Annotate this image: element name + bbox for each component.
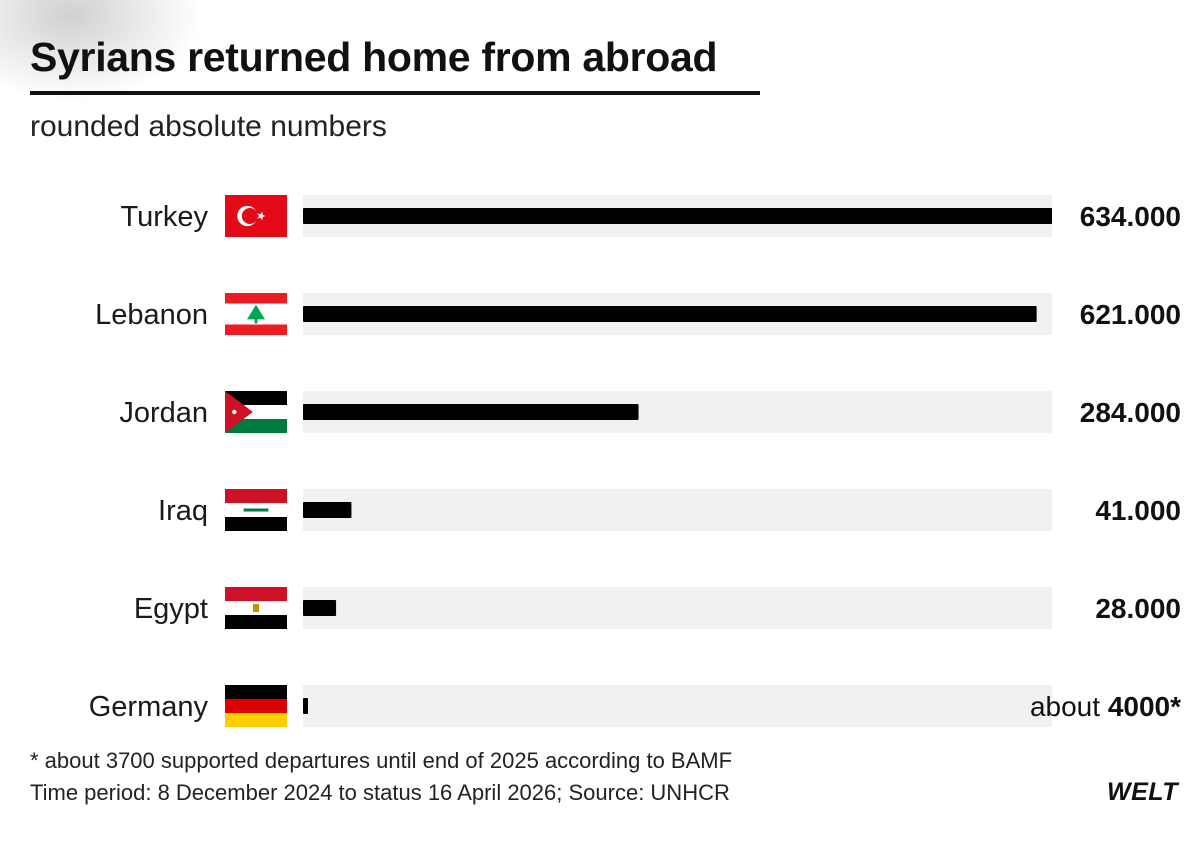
category-label: Turkey [120,201,208,233]
chart-subtitle: rounded absolute numbers [30,110,387,143]
bar-row-jordan: Jordan 284.000 [119,391,1181,433]
value-label: 621.000 [1080,299,1181,330]
flag-egypt-icon [225,587,287,629]
bar-track [303,685,1052,727]
bar-row-iraq: Iraq 41.000 [158,489,1181,531]
bar [303,502,352,518]
bar [303,404,639,420]
bar-row-lebanon: Lebanon 621.000 [95,293,1181,335]
bar [303,600,337,616]
value-label: 28.000 [1095,593,1181,624]
footnote-note: * about 3700 supported departures until … [30,748,733,773]
footnote-source: Time period: 8 December 2024 to status 1… [30,780,730,805]
category-label: Iraq [158,495,208,527]
value-label: 634.000 [1080,201,1181,232]
category-label: Lebanon [95,299,208,331]
flag-jordan-icon [225,391,287,433]
flag-turkey-icon [225,195,287,237]
bar-row-turkey: Turkey 634.000 [120,195,1181,237]
value-label: 284.000 [1080,397,1181,428]
bar [303,208,1052,224]
bar [303,698,308,714]
category-label: Germany [89,691,209,723]
bar [303,306,1037,322]
category-label: Jordan [119,397,208,429]
value-label: about 4000* [1030,691,1181,722]
category-label: Egypt [134,593,208,625]
value-label: 41.000 [1095,495,1181,526]
flag-germany-icon [225,685,287,727]
flag-lebanon-icon [225,293,287,335]
welt-logo: WELT [1107,778,1178,806]
flag-iraq-icon [225,489,287,531]
chart-title: Syrians returned home from abroad [30,34,718,80]
bar-row-germany: Germany about 4000* [89,685,1181,727]
bar-row-egypt: Egypt 28.000 [134,587,1181,629]
bar-track [303,489,1052,531]
title-underline [30,91,760,95]
bar-track [303,587,1052,629]
